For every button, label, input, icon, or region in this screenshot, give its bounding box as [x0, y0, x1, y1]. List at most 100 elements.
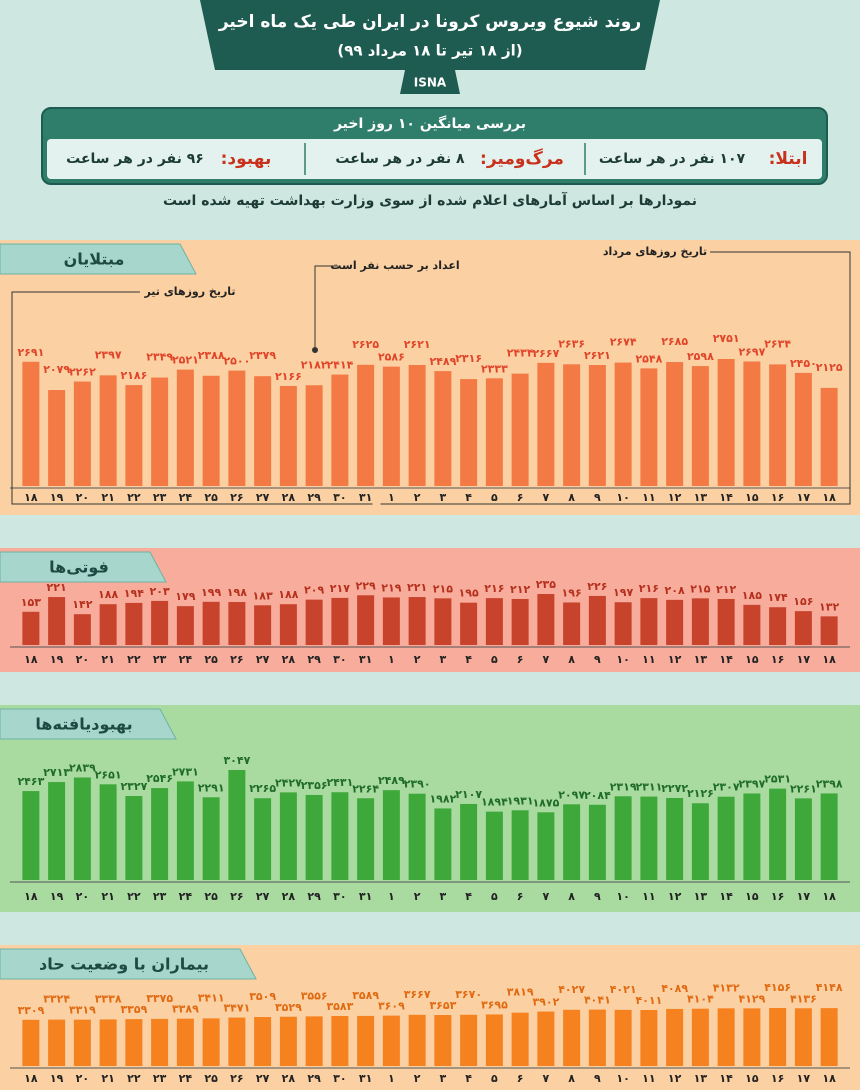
bar — [22, 361, 40, 486]
value-label: ۲۴۶۳ — [17, 775, 44, 788]
value-label: ۲۴۳۴ — [507, 347, 534, 360]
x-tick-label: ۳ — [440, 491, 447, 504]
bar — [563, 804, 581, 880]
x-tick-label: ۱۹ — [50, 653, 64, 666]
bar — [640, 796, 658, 880]
bar — [460, 602, 478, 645]
bar — [511, 1012, 529, 1066]
bar — [460, 1014, 478, 1066]
value-label: ۲۱۶ — [484, 582, 504, 595]
bar — [563, 364, 581, 486]
value-label: ۱۸۹۴ — [481, 796, 508, 809]
value-label: ۴۱۲۹ — [738, 992, 765, 1005]
x-tick-label: ۶ — [517, 491, 524, 504]
x-tick-label: ۱۷ — [797, 491, 811, 504]
bar — [279, 386, 297, 486]
bar — [279, 604, 297, 645]
x-tick-label: ۱۳ — [694, 653, 708, 666]
value-label: ۲۵۹۸ — [687, 350, 714, 363]
x-tick-label: ۲۴ — [179, 1072, 193, 1085]
summary-label: مرگ‌ومیر: — [480, 149, 564, 169]
x-tick-label: ۶ — [517, 890, 524, 903]
value-label: ۲۲۱ — [47, 581, 67, 594]
x-tick-label: ۲۵ — [204, 1072, 218, 1085]
value-label: ۲۳۹۰ — [404, 778, 431, 791]
value-label: ۳۵۸۹ — [352, 989, 379, 1002]
value-label: ۲۲۶۴ — [352, 782, 379, 795]
bar — [743, 1008, 761, 1066]
value-label: ۱۸۵ — [742, 589, 762, 602]
x-tick-label: ۶ — [517, 653, 524, 666]
bar — [769, 607, 787, 645]
value-label: ۲۳۸۸ — [198, 349, 225, 362]
value-label: ۲۰۸ — [665, 584, 685, 597]
value-label: ۲۲۶۲ — [69, 366, 96, 379]
value-label: ۲۰۹۷ — [558, 788, 585, 801]
bar — [99, 784, 117, 880]
x-tick-label: ۲۸ — [282, 890, 296, 903]
value-label: ۱۹۶ — [562, 586, 582, 599]
bracket — [11, 291, 373, 505]
bar — [22, 611, 40, 645]
bar — [537, 362, 555, 486]
x-tick-label: ۲۶ — [230, 653, 243, 666]
value-label: ۳۳۳۸ — [95, 992, 122, 1005]
bar — [408, 1014, 426, 1066]
x-tick-label: ۹ — [594, 653, 601, 666]
x-tick-label: ۵ — [491, 890, 498, 903]
x-tick-label: ۱۶ — [771, 1072, 784, 1085]
value-label: ۲۵۲۱ — [172, 354, 199, 367]
value-label: ۳۴۷۱ — [223, 1002, 250, 1015]
value-label: ۳۳۵۹ — [120, 1003, 147, 1016]
value-label: ۳۳۱۹ — [69, 1004, 96, 1017]
bar — [820, 793, 838, 880]
x-tick-label: ۱۵ — [745, 1072, 759, 1085]
bar — [537, 594, 555, 645]
value-label: ۲۲۶۱ — [790, 782, 817, 795]
x-tick-label: ۲۷ — [256, 491, 270, 504]
bar — [485, 378, 503, 486]
x-tick-label: ۱۸ — [822, 653, 836, 666]
value-label: ۲۴۱۴ — [326, 359, 353, 372]
value-label: ۴۱۵۶ — [764, 981, 791, 994]
x-tick-label: ۷ — [543, 1072, 550, 1085]
bar — [305, 794, 323, 880]
bar — [331, 374, 349, 486]
chart-title: بیماران با وضعیت حاد — [39, 955, 209, 974]
value-label: ۲۴۸۹ — [429, 355, 456, 368]
x-tick-label: ۲۴ — [179, 653, 193, 666]
value-label: ۱۸۸ — [98, 588, 118, 601]
value-label: ۲۶۸۵ — [661, 335, 688, 348]
bar — [382, 366, 400, 486]
x-tick-label: ۱۲ — [668, 491, 682, 504]
x-tick-label: ۹ — [594, 491, 601, 504]
bar — [588, 1009, 606, 1066]
bar — [48, 597, 66, 645]
bar — [588, 804, 606, 880]
value-label: ۲۵۸۶ — [378, 351, 405, 364]
bar — [434, 371, 452, 486]
bar — [151, 1018, 169, 1066]
source: ISNA — [414, 76, 447, 90]
bar — [666, 797, 684, 880]
x-tick-label: ۲۱ — [101, 491, 114, 504]
bar — [434, 1015, 452, 1066]
x-tick-label: ۱۷ — [797, 890, 811, 903]
value-label: ۱۸۸ — [278, 588, 298, 601]
value-label: ۱۵۶ — [793, 595, 813, 608]
value-label: ۲۳۹۷ — [738, 777, 765, 790]
value-label: ۲۴۵۰ — [790, 357, 817, 370]
value-label: ۲۱۲۶ — [687, 787, 714, 800]
x-tick-label: ۵ — [491, 491, 498, 504]
value-label: ۲۴۸۹ — [378, 774, 405, 787]
bar — [279, 1016, 297, 1066]
x-tick-label: ۳ — [440, 890, 447, 903]
bar — [202, 1018, 220, 1066]
x-tick-label: ۳۱ — [359, 1072, 372, 1085]
bar — [305, 599, 323, 645]
header-subtitle: (از ۱۸ تیر تا ۱۸ مرداد ۹۹) — [337, 42, 522, 60]
value-label: ۲۶۳۴ — [764, 337, 791, 350]
bar — [769, 1008, 787, 1066]
bar — [202, 797, 220, 880]
x-tick-label: ۱۸ — [24, 491, 38, 504]
